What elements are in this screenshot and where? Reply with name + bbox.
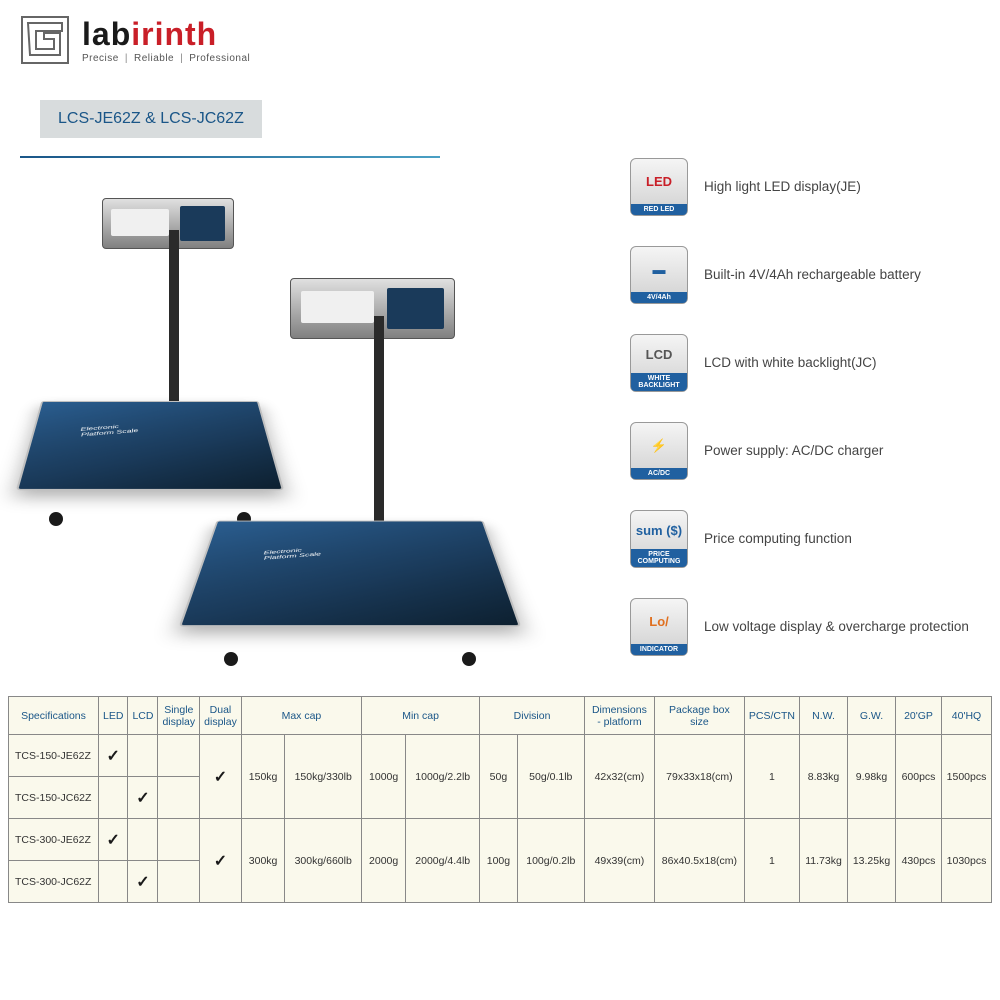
spec-table-wrap: SpecificationsLEDLCD Single displayDual … (0, 696, 1000, 903)
feature-icon: sum ($) PRICE COMPUTING (630, 510, 688, 568)
scale-image-2: ElectronicPlatform Scale (200, 278, 500, 658)
product-images: ElectronicPlatform Scale ElectronicPlatf… (20, 158, 610, 678)
product-title: LCS-JE62Z & LCS-JC62Z (58, 110, 244, 127)
feature-item: ▬ 4V/4Ah Built-in 4V/4Ah rechargeable ba… (630, 246, 980, 304)
feature-item: ⚡ AC/DC Power supply: AC/DC charger (630, 422, 980, 480)
feature-item: sum ($) PRICE COMPUTING Price computing … (630, 510, 980, 568)
feature-text: High light LED display(JE) (704, 178, 861, 196)
feature-text: Price computing function (704, 530, 852, 548)
brand-part1: lab (82, 16, 131, 52)
feature-item: Lo/ INDICATOR Low voltage display & over… (630, 598, 980, 656)
product-title-box: LCS-JE62Z & LCS-JC62Z (40, 100, 262, 138)
tagline: Precise|Reliable|Professional (82, 53, 250, 64)
feature-item: LED RED LED High light LED display(JE) (630, 158, 980, 216)
spec-table: SpecificationsLEDLCD Single displayDual … (8, 696, 992, 903)
feature-text: Power supply: AC/DC charger (704, 442, 883, 460)
feature-text: Low voltage display & overcharge protect… (704, 618, 969, 636)
features-list: LED RED LED High light LED display(JE) ▬… (610, 158, 980, 686)
feature-icon: LCD WHITE BACKLIGHT (630, 334, 688, 392)
header: labirinth Precise|Reliable|Professional (0, 0, 1000, 80)
table-row: TCS-300-JE62Z 300kg300kg/660lb 2000g2000… (9, 819, 992, 861)
feature-icon: Lo/ INDICATOR (630, 598, 688, 656)
feature-text: LCD with white backlight(JC) (704, 354, 877, 372)
maze-logo-icon (20, 15, 70, 65)
feature-icon: ⚡ AC/DC (630, 422, 688, 480)
feature-text: Built-in 4V/4Ah rechargeable battery (704, 266, 921, 284)
feature-icon: LED RED LED (630, 158, 688, 216)
feature-item: LCD WHITE BACKLIGHT LCD with white backl… (630, 334, 980, 392)
feature-icon: ▬ 4V/4Ah (630, 246, 688, 304)
brand-part2: irinth (131, 16, 217, 52)
table-row: TCS-150-JE62Z 150kg150kg/330lb 1000g1000… (9, 735, 992, 777)
logo-text: labirinth Precise|Reliable|Professional (82, 16, 250, 64)
